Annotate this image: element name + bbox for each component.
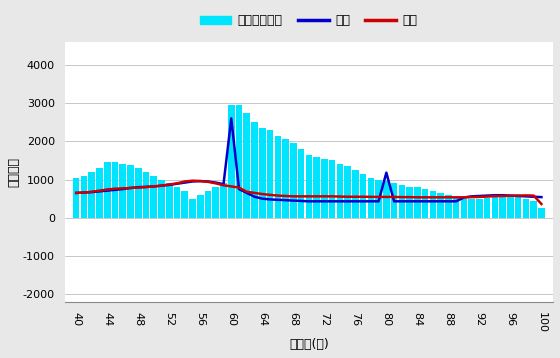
Bar — [88, 172, 95, 218]
Bar — [367, 178, 374, 218]
収入 — [492, 193, 498, 197]
Bar — [244, 113, 250, 218]
Bar — [119, 164, 126, 218]
Bar — [306, 155, 312, 218]
Bar — [460, 199, 467, 218]
Bar — [73, 178, 80, 218]
Bar — [383, 182, 390, 218]
Y-axis label: （万円）: （万円） — [7, 157, 20, 187]
Bar — [267, 130, 273, 218]
収入 — [538, 195, 545, 199]
Bar — [104, 163, 110, 218]
支出 — [166, 182, 172, 187]
支出 — [73, 191, 80, 195]
Bar — [189, 199, 196, 218]
Bar — [530, 201, 537, 218]
Bar — [507, 197, 514, 218]
Bar — [352, 170, 358, 218]
収入 — [244, 191, 250, 195]
Bar — [220, 183, 227, 218]
支出 — [360, 195, 366, 199]
Bar — [174, 187, 180, 218]
Bar — [290, 143, 297, 218]
Bar — [151, 176, 157, 218]
支出 — [181, 179, 188, 184]
Bar — [251, 122, 258, 218]
Bar — [375, 180, 382, 218]
支出 — [189, 179, 196, 183]
支出 — [484, 194, 491, 199]
Bar — [274, 136, 281, 218]
Bar — [158, 180, 165, 218]
X-axis label: 夫年齢(歳): 夫年齢(歳) — [289, 338, 329, 351]
Line: 支出: 支出 — [76, 181, 542, 204]
Bar — [492, 197, 498, 218]
Bar — [522, 199, 529, 218]
Bar — [430, 191, 436, 218]
Bar — [96, 168, 102, 218]
Bar — [197, 195, 203, 218]
Bar — [468, 199, 475, 218]
Bar — [344, 166, 351, 218]
支出 — [244, 190, 250, 194]
収入 — [367, 199, 374, 203]
Bar — [205, 191, 211, 218]
Bar — [445, 195, 452, 218]
Bar — [407, 187, 413, 218]
Bar — [282, 140, 289, 218]
支出 — [329, 194, 335, 198]
Bar — [321, 159, 328, 218]
Bar — [81, 176, 87, 218]
Legend: 金融資産残高, 収入, 支出: 金融資産残高, 収入, 支出 — [195, 9, 423, 32]
収入 — [337, 199, 343, 203]
収入 — [73, 191, 80, 195]
Bar — [228, 105, 235, 218]
収入 — [181, 180, 188, 185]
Bar — [313, 157, 320, 218]
Bar — [484, 198, 491, 218]
Bar — [500, 197, 506, 218]
Bar — [259, 128, 265, 218]
Bar — [399, 185, 405, 218]
Bar — [111, 163, 118, 218]
収入 — [305, 199, 312, 203]
Bar — [337, 164, 343, 218]
Bar — [135, 168, 142, 218]
Bar — [391, 183, 398, 218]
Bar — [360, 174, 366, 218]
支出 — [538, 202, 545, 206]
Bar — [453, 197, 459, 218]
Bar — [414, 187, 421, 218]
Bar — [515, 197, 521, 218]
Bar — [476, 199, 483, 218]
Line: 収入: 収入 — [76, 118, 542, 201]
Bar — [329, 160, 335, 218]
Bar — [212, 187, 219, 218]
Bar — [143, 172, 150, 218]
収入 — [228, 116, 235, 121]
Bar — [538, 208, 545, 218]
Bar — [236, 105, 242, 218]
収入 — [166, 183, 172, 187]
Bar — [437, 193, 444, 218]
Bar — [298, 149, 304, 218]
Bar — [181, 191, 188, 218]
Bar — [127, 165, 134, 218]
Bar — [166, 183, 172, 218]
Bar — [422, 189, 428, 218]
